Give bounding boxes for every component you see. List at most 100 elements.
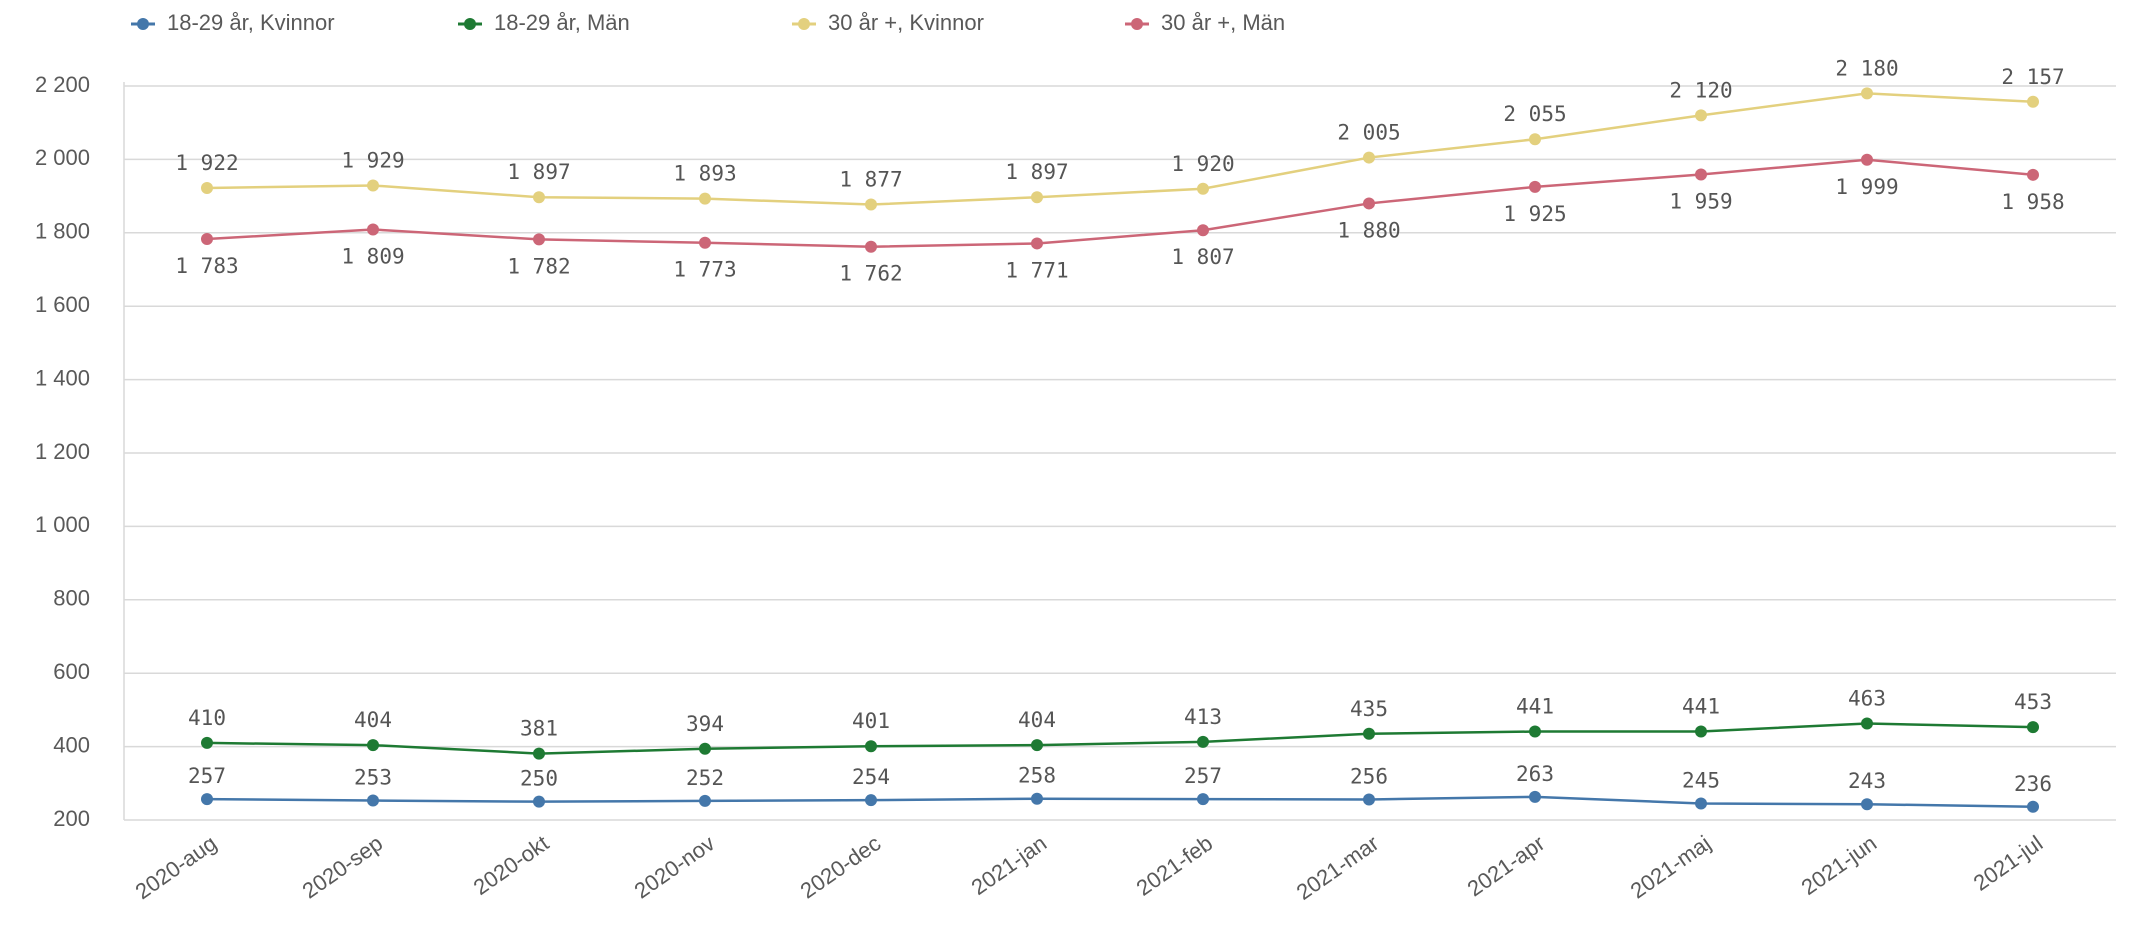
data-label: 257 <box>188 764 226 788</box>
legend-label: 18-29 år, Kvinnor <box>167 10 335 35</box>
data-point <box>533 191 545 204</box>
x-tick-label: 2020-sep <box>298 830 387 903</box>
data-label: 435 <box>1350 697 1388 721</box>
y-tick-label: 1 200 <box>35 439 90 464</box>
data-point <box>533 233 545 246</box>
data-label: 1 999 <box>1835 175 1898 199</box>
y-tick-label: 1 000 <box>35 512 90 537</box>
x-tick-label: 2020-nov <box>630 830 719 903</box>
data-label: 1 880 <box>1337 218 1400 242</box>
data-label: 441 <box>1682 695 1720 719</box>
data-point <box>1695 725 1707 738</box>
y-tick-label: 600 <box>53 659 90 684</box>
data-label: 394 <box>686 712 724 736</box>
data-label: 1 807 <box>1171 245 1234 269</box>
y-tick-label: 800 <box>53 586 90 611</box>
data-point <box>1363 793 1375 806</box>
x-tick-label: 2021-jun <box>1797 830 1881 900</box>
data-label: 441 <box>1516 695 1554 719</box>
data-label: 1 922 <box>175 151 238 175</box>
data-label: 1 920 <box>1171 152 1234 176</box>
data-point <box>699 192 711 205</box>
data-label: 256 <box>1350 764 1388 788</box>
y-tick-label: 1 800 <box>35 219 90 244</box>
data-label: 1 925 <box>1503 202 1566 226</box>
data-label: 463 <box>1848 686 1886 710</box>
series-line <box>206 795 2034 809</box>
data-label: 1 771 <box>1005 258 1068 282</box>
data-label: 258 <box>1018 764 1056 788</box>
legend-label: 30 år +, Män <box>1161 10 1285 35</box>
data-point <box>1363 151 1375 164</box>
y-tick-label: 2 000 <box>35 145 90 170</box>
x-tick-label: 2020-dec <box>796 830 885 903</box>
data-point <box>533 747 545 760</box>
legend-swatch <box>1131 18 1143 30</box>
data-point <box>865 794 877 807</box>
data-label: 236 <box>2014 772 2052 796</box>
data-point <box>1861 798 1873 811</box>
data-point <box>1031 792 1043 805</box>
data-point <box>367 179 379 192</box>
data-point <box>2027 168 2039 181</box>
series-line <box>206 158 2034 248</box>
data-label: 1 783 <box>175 254 238 278</box>
x-tick-label: 2021-feb <box>1132 830 1217 900</box>
data-point <box>865 240 877 253</box>
data-label: 245 <box>1682 768 1720 792</box>
data-label: 253 <box>354 766 392 790</box>
data-point <box>1695 797 1707 810</box>
data-point <box>201 736 213 749</box>
data-label: 1 877 <box>839 168 902 192</box>
y-tick-label: 1 400 <box>35 365 90 390</box>
y-tick-label: 1 600 <box>35 292 90 317</box>
data-point <box>367 794 379 807</box>
x-tick-label: 2021-apr <box>1463 830 1549 901</box>
x-tick-label: 2021-jan <box>967 830 1051 900</box>
legend-label: 30 år +, Kvinnor <box>828 10 984 35</box>
data-point <box>1031 191 1043 204</box>
data-point <box>201 793 213 806</box>
data-label: 243 <box>1848 769 1886 793</box>
data-label: 1 929 <box>341 148 404 172</box>
data-label: 413 <box>1184 705 1222 729</box>
data-label: 1 897 <box>507 160 570 184</box>
data-point <box>1861 717 1873 730</box>
data-point <box>201 233 213 246</box>
legend-swatch <box>464 18 476 30</box>
data-point <box>1363 197 1375 210</box>
y-tick-label: 200 <box>53 806 90 831</box>
data-point <box>201 182 213 195</box>
data-label: 257 <box>1184 764 1222 788</box>
data-label: 250 <box>520 767 558 791</box>
data-label: 1 782 <box>507 254 570 278</box>
data-label: 1 809 <box>341 244 404 268</box>
x-tick-label: 2020-okt <box>469 830 553 900</box>
data-point <box>1861 87 1873 100</box>
data-point <box>2027 95 2039 108</box>
data-point <box>699 794 711 807</box>
data-label: 2 055 <box>1503 102 1566 126</box>
x-tick-label: 2021-maj <box>1626 830 1715 903</box>
data-label: 410 <box>188 706 226 730</box>
data-point <box>1529 133 1541 146</box>
data-label: 401 <box>852 709 890 733</box>
data-label: 263 <box>1516 762 1554 786</box>
data-point <box>1197 793 1209 806</box>
data-point <box>699 236 711 249</box>
data-point <box>699 742 711 755</box>
data-point <box>2027 800 2039 813</box>
data-point <box>865 740 877 753</box>
data-label: 254 <box>852 765 890 789</box>
data-label: 1 958 <box>2001 190 2064 214</box>
data-label: 453 <box>2014 690 2052 714</box>
data-point <box>1363 727 1375 740</box>
data-label: 252 <box>686 766 724 790</box>
data-point <box>1695 109 1707 122</box>
data-point <box>533 795 545 808</box>
data-label: 1 762 <box>839 262 902 286</box>
x-tick-label: 2020-aug <box>131 830 222 904</box>
